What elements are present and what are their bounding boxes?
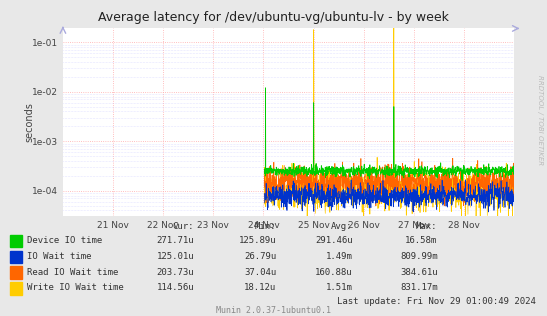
Text: 384.61u: 384.61u (400, 268, 438, 276)
Text: Avg:: Avg: (331, 222, 353, 231)
Text: Cur:: Cur: (173, 222, 194, 231)
Text: Min:: Min: (255, 222, 276, 231)
Text: 291.46u: 291.46u (315, 236, 353, 245)
Text: Max:: Max: (416, 222, 438, 231)
Text: 26.79u: 26.79u (244, 252, 276, 261)
Text: Munin 2.0.37-1ubuntu0.1: Munin 2.0.37-1ubuntu0.1 (216, 306, 331, 315)
Text: 18.12u: 18.12u (244, 283, 276, 292)
Text: IO Wait time: IO Wait time (27, 252, 92, 261)
Text: Device IO time: Device IO time (27, 236, 103, 245)
Text: 203.73u: 203.73u (156, 268, 194, 276)
Text: 125.01u: 125.01u (156, 252, 194, 261)
Text: 37.04u: 37.04u (244, 268, 276, 276)
Text: 271.71u: 271.71u (156, 236, 194, 245)
Text: 16.58m: 16.58m (405, 236, 438, 245)
Text: Write IO Wait time: Write IO Wait time (27, 283, 124, 292)
Text: Read IO Wait time: Read IO Wait time (27, 268, 119, 276)
Text: 1.51m: 1.51m (326, 283, 353, 292)
Text: 125.89u: 125.89u (238, 236, 276, 245)
Text: 809.99m: 809.99m (400, 252, 438, 261)
Text: 114.56u: 114.56u (156, 283, 194, 292)
Text: 1.49m: 1.49m (326, 252, 353, 261)
Text: RRDTOOL / TOBI OETIKER: RRDTOOL / TOBI OETIKER (537, 75, 543, 165)
Text: 160.88u: 160.88u (315, 268, 353, 276)
Text: 831.17m: 831.17m (400, 283, 438, 292)
Y-axis label: seconds: seconds (24, 102, 34, 143)
Text: Average latency for /dev/ubuntu-vg/ubuntu-lv - by week: Average latency for /dev/ubuntu-vg/ubunt… (98, 11, 449, 24)
Text: Last update: Fri Nov 29 01:00:49 2024: Last update: Fri Nov 29 01:00:49 2024 (337, 297, 536, 306)
